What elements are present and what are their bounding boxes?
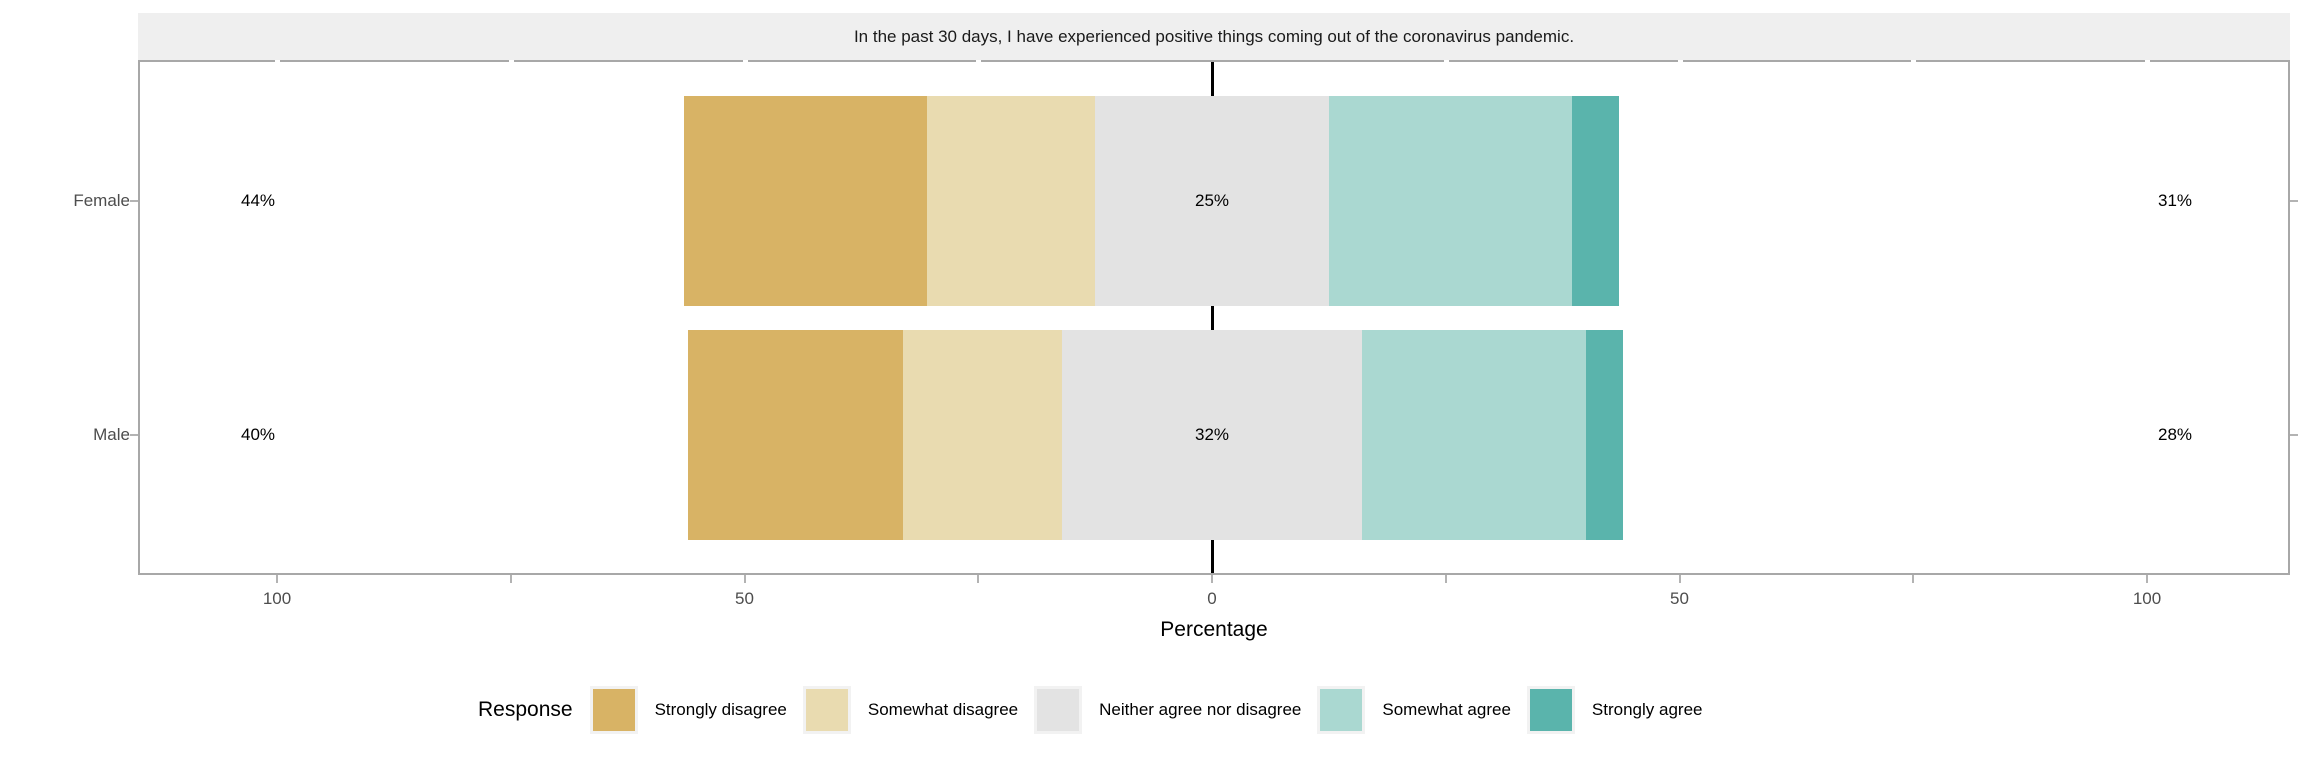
legend-items: Strongly disagree Somewhat disagree Neithe… xyxy=(589,686,1703,734)
y-axis-label-male: Male xyxy=(93,425,130,444)
bar-row-male xyxy=(140,330,2288,540)
x-axis-tick xyxy=(2146,575,2148,583)
segment-somewhat-agree xyxy=(1361,330,1586,540)
top-border-notch xyxy=(275,60,280,64)
y-axis-label-female: Female xyxy=(73,191,130,210)
legend-label: Somewhat disagree xyxy=(867,700,1019,719)
top-border-notch xyxy=(1443,60,1449,64)
high-total-label: 31% xyxy=(2157,191,2193,210)
x-axis-tick xyxy=(276,575,278,583)
x-axis-tick-label: 50 xyxy=(1670,589,1689,608)
legend-key-swatch xyxy=(1034,686,1083,734)
low-total-label: 44% xyxy=(240,191,276,210)
top-border-notch xyxy=(508,60,514,64)
low-total-label: 40% xyxy=(240,425,276,444)
neutral-label: 32% xyxy=(1194,425,1230,444)
legend-item-strongly-disagree: Strongly disagree xyxy=(589,686,787,734)
high-total-label: 28% xyxy=(2157,425,2193,444)
x-axis-tick-label: 0 xyxy=(1207,589,1217,608)
legend-item-somewhat-disagree: Somewhat disagree xyxy=(802,686,1019,734)
legend-title: Response xyxy=(478,698,573,721)
legend: Response Strongly disagree Somewhat disag… xyxy=(478,686,1702,734)
segment-strongly-disagree xyxy=(683,96,927,306)
x-axis-tick xyxy=(509,575,512,583)
segment-neither-agree-nor-disagree xyxy=(1095,96,1329,306)
x-axis-tick-label: 100 xyxy=(262,589,292,608)
x-axis-tick xyxy=(743,575,746,583)
neutral-label: 25% xyxy=(1194,191,1230,210)
x-axis-tick xyxy=(977,575,980,583)
x-axis-tick xyxy=(1444,575,1447,583)
plot-panel: 44% 25% 31% 40% 32% 28% xyxy=(138,60,2290,575)
chart-title: In the past 30 days, I have experienced … xyxy=(853,26,1575,46)
top-border-notch xyxy=(2145,60,2150,64)
legend-key-swatch xyxy=(589,686,638,734)
x-axis-tick-label: 100 xyxy=(2132,589,2162,608)
y-axis-tick xyxy=(2290,200,2298,202)
segment-strongly-disagree xyxy=(688,330,904,540)
legend-label: Somewhat agree xyxy=(1382,700,1511,719)
legend-label: Strongly disagree xyxy=(654,700,787,719)
top-border-notch xyxy=(742,60,748,64)
top-border-notch xyxy=(1911,60,1917,64)
segment-somewhat-disagree xyxy=(926,96,1096,306)
segment-strongly-agree xyxy=(1586,330,1624,540)
x-axis-title: Percentage xyxy=(1160,618,1268,641)
legend-label: Strongly agree xyxy=(1591,700,1703,719)
legend-key-swatch xyxy=(802,686,851,734)
legend-key-swatch xyxy=(1317,686,1366,734)
legend-item-somewhat-agree: Somewhat agree xyxy=(1317,686,1511,734)
facet-strip: In the past 30 days, I have experienced … xyxy=(138,13,2290,60)
top-border-notch xyxy=(976,60,982,64)
zero-reference-line xyxy=(1211,62,1214,573)
y-axis-tick xyxy=(2290,434,2298,436)
y-axis-tick xyxy=(130,200,138,202)
legend-key-swatch xyxy=(1526,686,1575,734)
segment-strongly-agree xyxy=(1571,96,1619,306)
x-axis-tick xyxy=(1678,575,1681,583)
x-axis-tick xyxy=(1912,575,1915,583)
top-border-notch xyxy=(1677,60,1683,64)
x-axis-tick xyxy=(1211,575,1213,583)
legend-label: Neither agree nor disagree xyxy=(1099,700,1302,719)
segment-somewhat-disagree xyxy=(903,330,1063,540)
legend-item-neither-agree-nor-disagree: Neither agree nor disagree xyxy=(1034,686,1301,734)
legend-item-strongly-agree: Strongly agree xyxy=(1526,686,1703,734)
bar-row-female xyxy=(140,96,2288,306)
x-axis-tick-label: 50 xyxy=(735,589,754,608)
segment-somewhat-agree xyxy=(1328,96,1572,306)
y-axis-tick xyxy=(130,434,138,436)
segment-neither-agree-nor-disagree xyxy=(1062,330,1362,540)
